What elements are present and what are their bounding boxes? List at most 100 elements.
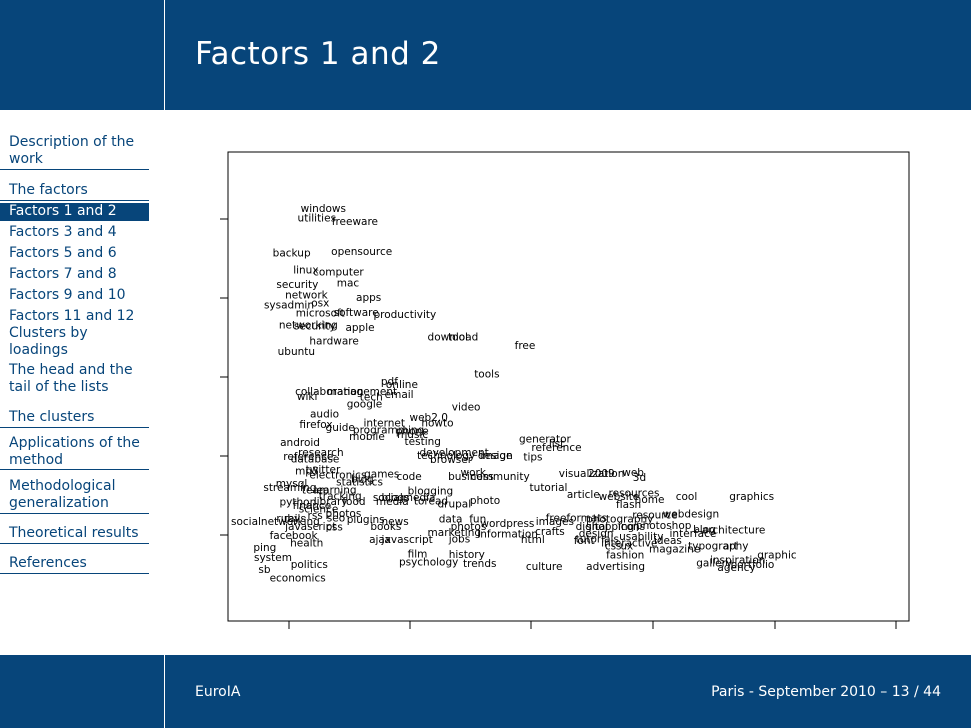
- sidebar-item-references[interactable]: References: [0, 555, 149, 574]
- point-label: tutorials: [576, 533, 619, 545]
- point-label: howto: [421, 417, 453, 429]
- point-label: networking: [279, 319, 338, 331]
- sidebar-item-methodological-generalization[interactable]: Methodological generalization: [0, 478, 149, 514]
- point-label: design: [579, 528, 614, 540]
- point-label: jobs: [448, 533, 470, 545]
- point-label: icons: [618, 521, 645, 533]
- point-label: statistics: [336, 477, 383, 489]
- point-label: electronics: [309, 469, 366, 481]
- point-label: web: [622, 467, 644, 479]
- sidebar-item-applications[interactable]: Applications of the method: [0, 435, 149, 470]
- point-label: reference: [283, 451, 333, 463]
- point-label: learning: [314, 485, 357, 497]
- point-label: tools: [474, 369, 499, 381]
- point-label: shopping: [586, 521, 634, 533]
- point-label: collaboration: [295, 386, 363, 398]
- point-label: digital: [576, 521, 609, 533]
- point-label: mp3: [295, 465, 319, 477]
- header-bar: Factors 1 and 2: [0, 0, 971, 110]
- sidebar-item-description[interactable]: Description of the work: [0, 134, 149, 170]
- point-label: resource: [632, 509, 677, 521]
- sidebar-item-factors-3-4[interactable]: Factors 3 and 4: [9, 224, 117, 240]
- point-label: ux: [620, 541, 633, 553]
- point-label: seo: [327, 513, 345, 525]
- point-label: image: [480, 450, 513, 462]
- point-label: ubuntu: [278, 346, 315, 358]
- point-label: productivity: [373, 309, 436, 321]
- sidebar-item-clusters-by-loadings[interactable]: Clusters by loadings: [9, 325, 88, 358]
- point-label: mysql: [276, 478, 308, 490]
- point-label: wordpress: [480, 518, 534, 530]
- point-label: graphics: [729, 491, 774, 503]
- point-label: security: [294, 321, 336, 333]
- point-label: photo: [470, 495, 500, 507]
- point-label: phone: [396, 425, 429, 437]
- point-label: hardware: [309, 335, 358, 347]
- sidebar-item-factors-5-6[interactable]: Factors 5 and 6: [9, 245, 117, 261]
- point-label: free: [515, 340, 536, 352]
- slide-title: Factors 1 and 2: [195, 36, 441, 72]
- point-label: advertising: [586, 561, 645, 573]
- point-label: trends: [463, 558, 496, 570]
- point-label: community: [470, 471, 529, 483]
- point-label: backup: [273, 247, 311, 259]
- point-label: 3d: [633, 472, 646, 484]
- point-label: rss: [308, 510, 323, 522]
- point-label: 2009: [588, 468, 615, 480]
- point-label: freeformats: [546, 513, 607, 525]
- point-label: font: [574, 535, 595, 547]
- point-label: film: [408, 549, 428, 561]
- point-label: system: [254, 552, 292, 564]
- point-label: css: [326, 521, 343, 533]
- point-label: online: [386, 379, 418, 391]
- point-label: network: [285, 289, 329, 301]
- point-label: mobile: [349, 431, 385, 443]
- footer-bar: EuroIA Paris - September 2010 – 13 / 44: [0, 655, 971, 728]
- point-label: games: [364, 469, 399, 481]
- point-label: work: [461, 467, 487, 479]
- point-label: development: [419, 447, 488, 459]
- sidebar-item-factors-1-2[interactable]: Factors 1 and 2: [0, 203, 149, 221]
- point-label: database: [291, 453, 340, 465]
- point-label: video: [452, 401, 481, 413]
- point-label: flash: [616, 499, 641, 511]
- point-label: tracking: [319, 491, 362, 503]
- footer-page-info: Paris - September 2010 – 13 / 44: [711, 684, 941, 700]
- point-label: agency: [717, 562, 755, 574]
- point-label: twitter: [306, 464, 341, 476]
- point-label: android: [280, 437, 320, 449]
- point-label: reference: [531, 442, 581, 454]
- point-label: photoshop: [636, 520, 692, 532]
- sidebar-item-the-clusters[interactable]: The clusters: [0, 409, 149, 428]
- sidebar-item-factors-7-8[interactable]: Factors 7 and 8: [9, 266, 117, 282]
- point-label: blog: [351, 473, 374, 485]
- point-label: apps: [356, 292, 381, 304]
- footer-divider: [164, 655, 165, 728]
- point-label: toread: [414, 495, 448, 507]
- point-label: rails: [284, 513, 306, 525]
- point-label: media: [376, 496, 409, 508]
- point-label: security: [276, 279, 318, 291]
- point-label: design: [478, 450, 513, 462]
- point-label: html: [521, 534, 545, 546]
- point-label: firefox: [299, 419, 332, 431]
- point-label: blogging: [408, 485, 454, 497]
- point-label: magazine: [649, 543, 700, 555]
- point-label: audio: [310, 409, 339, 421]
- sidebar-item-factors-9-10[interactable]: Factors 9 and 10: [9, 287, 126, 303]
- sidebar-item-theoretical-results[interactable]: Theoretical results: [0, 525, 149, 544]
- point-label: usability: [619, 531, 663, 543]
- point-label: ajax: [369, 534, 391, 546]
- point-label: pdf: [381, 376, 398, 388]
- plot-frame: [227, 151, 910, 622]
- point-label: cool: [676, 491, 698, 503]
- point-label: javascript: [284, 521, 336, 533]
- sidebar-item-factors-11-12[interactable]: Factors 11 and 12: [9, 308, 135, 324]
- point-label: tips: [523, 451, 542, 463]
- point-label: art: [723, 541, 738, 553]
- sidebar-item-head-and-tail[interactable]: The head and the tail of the lists: [9, 362, 133, 395]
- point-label: information: [477, 529, 538, 541]
- sidebar-item-the-factors[interactable]: The factors: [0, 182, 149, 201]
- point-label: sysadmin: [264, 299, 314, 311]
